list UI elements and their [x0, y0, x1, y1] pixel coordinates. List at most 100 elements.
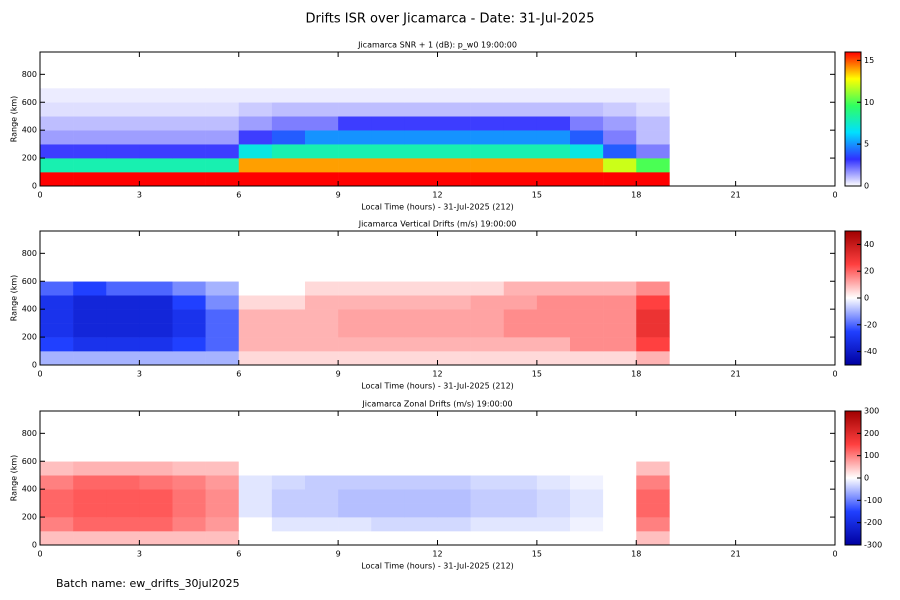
heatmap-cell — [172, 281, 206, 296]
heatmap-cell — [503, 447, 538, 462]
heatmap-cell — [205, 517, 240, 532]
heatmap-cell — [305, 116, 339, 131]
heatmap-cell — [106, 461, 140, 476]
heatmap-cell — [536, 531, 571, 546]
heatmap-cell — [205, 144, 240, 159]
heatmap-cell — [338, 323, 372, 338]
heatmap-cell — [271, 158, 306, 173]
colorbar-tick-label: 10 — [864, 98, 874, 107]
heatmap-cell — [40, 351, 74, 366]
heatmap-cell — [536, 323, 571, 338]
heatmap-cell — [503, 88, 538, 103]
heatmap-cell — [40, 267, 74, 282]
x-tick-label: 0 — [37, 370, 42, 379]
x-tick-label: 3 — [137, 550, 142, 559]
heatmap-cell — [305, 323, 339, 338]
heatmap-cell — [238, 447, 273, 462]
x-tick-label: 21 — [731, 550, 741, 559]
heatmap-cell — [139, 116, 173, 131]
heatmap-cell — [205, 323, 240, 338]
x-tick-label: 0 — [37, 191, 42, 200]
y-tick-label: 200 — [22, 513, 37, 522]
heatmap-cell — [40, 102, 74, 117]
heatmap-cell — [603, 489, 637, 504]
heatmap-cell — [503, 130, 538, 145]
heatmap-cell — [404, 531, 438, 546]
heatmap-cell — [371, 323, 405, 338]
heatmap-cell — [139, 172, 173, 187]
heatmap-cell — [40, 281, 74, 296]
heatmap-cell — [503, 158, 538, 173]
heatmap-cell — [404, 475, 438, 490]
heatmap-cell — [437, 309, 471, 324]
x-tick-label: 15 — [532, 191, 542, 200]
colorbar-tick-label: 15 — [864, 56, 874, 65]
heatmap-cell — [503, 281, 538, 296]
heatmap-cell — [636, 116, 670, 131]
heatmap-cell — [570, 144, 604, 159]
heatmap-cell — [636, 351, 670, 366]
heatmap-cell — [437, 489, 471, 504]
heatmap-cell — [371, 309, 405, 324]
heatmap-cell — [73, 531, 107, 546]
x-axis-label: Local Time (hours) - 31-Jul-2025 (212) — [361, 382, 514, 391]
heatmap-cell — [139, 281, 173, 296]
heatmap-cell — [73, 130, 107, 145]
heatmap-cell — [338, 489, 372, 504]
colorbar-tick-label: -20 — [864, 320, 877, 329]
heatmap-cell — [271, 281, 306, 296]
heatmap-cell — [305, 475, 339, 490]
heatmap-cell — [338, 130, 372, 145]
heatmap-cell — [636, 503, 670, 518]
heatmap-cell — [371, 337, 405, 352]
heatmap-cell — [338, 309, 372, 324]
heatmap-cell — [470, 461, 505, 476]
x-tick-label: 0 — [37, 550, 42, 559]
x-tick-label: 3 — [137, 191, 142, 200]
heatmap-cell — [437, 295, 471, 310]
heatmap-cell — [437, 172, 471, 187]
heatmap-cell — [603, 281, 637, 296]
heatmap-cell — [305, 309, 339, 324]
heatmap-cell — [106, 475, 140, 490]
heatmap-cell — [172, 295, 206, 310]
heatmap-cell — [404, 88, 438, 103]
heatmap-cell — [172, 172, 206, 187]
panel-title: Jicamarca Vertical Drifts (m/s) 19:00:00 — [358, 220, 517, 229]
heatmap-cell — [404, 116, 438, 131]
heatmap-cell — [570, 447, 604, 462]
heatmap-cell — [305, 531, 339, 546]
heatmap-cell — [404, 267, 438, 282]
heatmap-cell — [603, 531, 637, 546]
heatmap-cell — [437, 503, 471, 518]
heatmap-cell — [271, 309, 306, 324]
heatmap-cell — [73, 158, 107, 173]
heatmap-cell — [470, 130, 505, 145]
heatmap-cell — [636, 531, 670, 546]
heatmap-cell — [503, 475, 538, 490]
x-tick-label: 15 — [532, 370, 542, 379]
heatmap-cell — [437, 267, 471, 282]
heatmap-cell — [106, 531, 140, 546]
heatmap-cell — [570, 281, 604, 296]
heatmap-cell — [603, 323, 637, 338]
heatmap-cell — [536, 267, 571, 282]
heatmap-cell — [437, 447, 471, 462]
heatmap-cell — [603, 144, 637, 159]
heatmap-cell — [570, 158, 604, 173]
heatmap-cell — [271, 351, 306, 366]
heatmap-cell — [172, 531, 206, 546]
heatmap-cell — [106, 337, 140, 352]
heatmap-cell — [205, 531, 240, 546]
heatmap-cell — [503, 295, 538, 310]
heatmap-cell — [172, 88, 206, 103]
heatmap-cell — [271, 503, 306, 518]
heatmap-cell — [139, 447, 173, 462]
heatmap-cell — [139, 517, 173, 532]
heatmap-cell — [603, 309, 637, 324]
heatmap-cell — [305, 351, 339, 366]
heatmap-cell — [271, 88, 306, 103]
y-tick-label: 800 — [22, 70, 37, 79]
heatmap-cell — [238, 337, 273, 352]
x-tick-label: 18 — [631, 550, 641, 559]
